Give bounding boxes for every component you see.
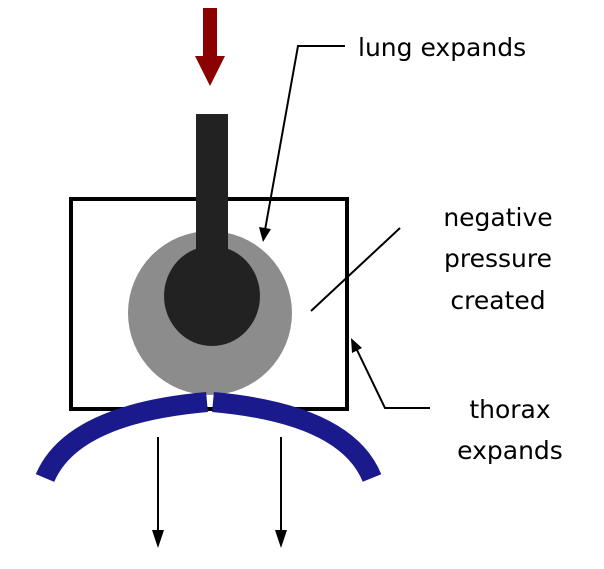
- label-expands: expands: [457, 436, 563, 465]
- applied-force-arrow: [195, 8, 225, 86]
- label-lung-expands: lung expands: [358, 33, 526, 62]
- downward-arrow-left: [152, 437, 164, 548]
- lung-expands-leader-arrowhead: [259, 227, 271, 242]
- thorax-expands-leader: [351, 338, 430, 409]
- downward-arrow-right: [275, 437, 287, 548]
- thorax-expands-leader-line: [356, 349, 430, 409]
- lung-expands-leader-line: [264, 45, 345, 231]
- negative-pressure-leader-line: [310, 227, 401, 312]
- downward-arrow-left-head: [152, 530, 164, 548]
- diaphragm: [35, 392, 382, 483]
- trachea: [196, 114, 228, 260]
- diaphragm-left-half: [35, 392, 208, 483]
- label-thorax: thorax: [469, 395, 550, 424]
- diaphragm-right-half: [212, 392, 382, 483]
- label-negative: negative: [443, 203, 552, 232]
- thorax-expands-leader-arrowhead: [351, 338, 362, 353]
- force-arrow-head: [195, 56, 225, 86]
- label-created: created: [450, 286, 545, 315]
- downward-arrow-right-head: [275, 530, 287, 548]
- lung-expands-leader: [259, 45, 345, 242]
- label-pressure: pressure: [444, 244, 552, 273]
- lung-inner: [164, 246, 260, 346]
- force-arrow-shaft: [203, 8, 217, 58]
